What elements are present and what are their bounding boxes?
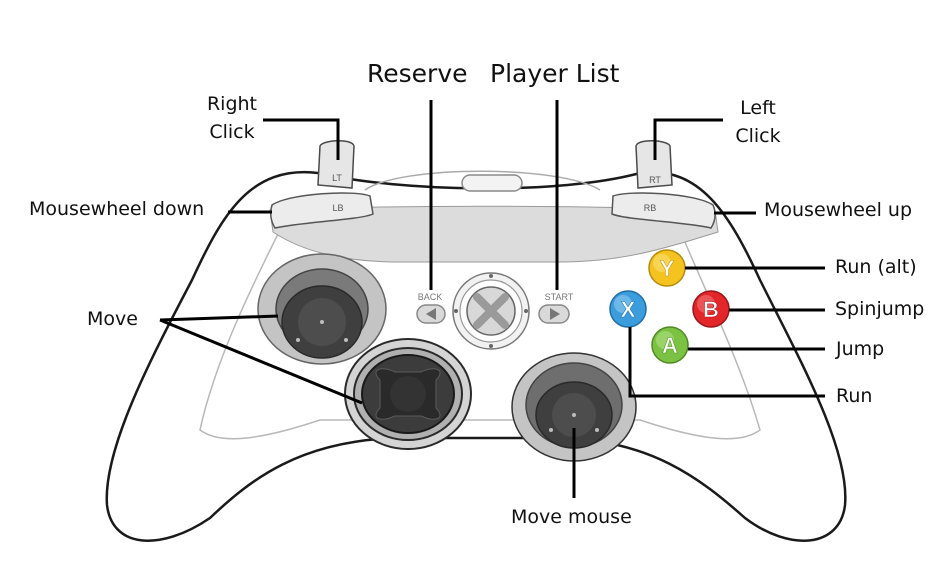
- label-rb: Mousewheel up: [764, 199, 913, 221]
- back-button[interactable]: BACK: [416, 292, 446, 324]
- b-button[interactable]: B: [692, 290, 730, 328]
- callout-lines: [159, 100, 825, 498]
- guide-button[interactable]: [452, 272, 530, 350]
- xbox-logo-icon: [473, 293, 509, 329]
- label-y-button: Run (alt): [835, 256, 917, 278]
- lt-trigger-label: LT: [332, 173, 342, 183]
- label-rt-line1: Left: [740, 97, 776, 119]
- callout-move-dpad: [159, 318, 363, 405]
- x-button-glyph: X: [621, 297, 636, 322]
- callout-x: [628, 327, 825, 398]
- top-ridge: [364, 170, 601, 191]
- label-a-button: Jump: [836, 338, 885, 360]
- rt-trigger-label: RT: [649, 175, 661, 185]
- x-button[interactable]: X: [609, 290, 647, 328]
- callout-rt: [653, 118, 723, 160]
- y-button[interactable]: Y: [648, 249, 686, 287]
- label-move: Move: [87, 308, 138, 330]
- label-right-stick: Move mouse: [511, 506, 632, 528]
- left-stick[interactable]: [257, 253, 387, 365]
- rb-bumper[interactable]: RB: [611, 192, 716, 229]
- lb-bumper-label: LB: [332, 203, 343, 213]
- dpad[interactable]: [344, 338, 472, 450]
- a-button[interactable]: A: [651, 326, 689, 364]
- b-button-glyph: B: [703, 297, 719, 322]
- callout-move-stick: [159, 314, 279, 322]
- y-button-glyph: Y: [660, 256, 675, 281]
- label-b-button: Spinjump: [835, 298, 925, 320]
- start-button-label: START: [545, 292, 574, 302]
- top-port: [461, 174, 523, 192]
- label-rt-line2: Click: [735, 124, 781, 147]
- lt-trigger[interactable]: LT: [317, 140, 355, 189]
- label-lt-line1: Right: [206, 93, 258, 115]
- right-stick[interactable]: [511, 352, 637, 462]
- rb-bumper-label: RB: [644, 203, 657, 213]
- label-reserve: Reserve: [367, 59, 468, 88]
- label-lt-line2: Click: [209, 120, 255, 143]
- label-rt: Left Click: [728, 97, 788, 148]
- start-button[interactable]: START: [538, 292, 574, 324]
- back-button-label: BACK: [418, 292, 443, 302]
- label-lt: Right Click: [202, 93, 262, 144]
- label-player-list: Player List: [490, 59, 620, 88]
- callout-lt: [263, 118, 340, 160]
- label-x-button: Run: [836, 385, 873, 407]
- a-button-glyph: A: [662, 333, 678, 358]
- lb-bumper[interactable]: LB: [270, 192, 374, 229]
- label-lb: Mousewheel down: [29, 198, 205, 220]
